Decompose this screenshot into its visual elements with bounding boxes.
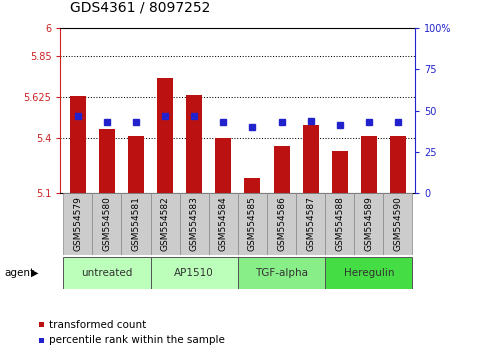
Text: untreated: untreated [81, 268, 133, 278]
Text: TGF-alpha: TGF-alpha [255, 268, 308, 278]
Bar [303, 125, 319, 193]
Bar [151, 257, 238, 289]
Text: GSM554582: GSM554582 [161, 196, 170, 251]
Bar [332, 151, 348, 193]
Bar [325, 193, 354, 255]
Bar [180, 193, 209, 255]
Bar [244, 178, 260, 193]
Bar [63, 193, 92, 255]
Text: GSM554584: GSM554584 [219, 196, 228, 251]
Text: GSM554586: GSM554586 [277, 196, 286, 251]
Bar [390, 136, 406, 193]
Text: GSM554588: GSM554588 [335, 196, 344, 251]
Text: GSM554581: GSM554581 [131, 196, 141, 251]
Text: ▶: ▶ [31, 268, 39, 278]
Bar [70, 96, 86, 193]
Bar [92, 193, 122, 255]
Bar [122, 193, 151, 255]
Bar [296, 193, 325, 255]
Bar [63, 257, 151, 289]
Text: GSM554587: GSM554587 [306, 196, 315, 251]
Text: GSM554583: GSM554583 [190, 196, 199, 251]
Text: GDS4361 / 8097252: GDS4361 / 8097252 [70, 0, 211, 14]
Text: Heregulin: Heregulin [343, 268, 394, 278]
Bar [157, 78, 173, 193]
Bar [128, 136, 144, 193]
Text: GSM554580: GSM554580 [102, 196, 112, 251]
Bar [215, 138, 231, 193]
Bar [209, 193, 238, 255]
Bar [354, 193, 384, 255]
Bar [186, 95, 202, 193]
Text: AP1510: AP1510 [174, 268, 214, 278]
Bar [99, 129, 115, 193]
Bar [238, 193, 267, 255]
Text: GSM554590: GSM554590 [394, 196, 402, 251]
Text: GSM554589: GSM554589 [364, 196, 373, 251]
Text: percentile rank within the sample: percentile rank within the sample [49, 336, 225, 346]
Bar [273, 146, 289, 193]
Bar [384, 193, 412, 255]
Bar [238, 257, 325, 289]
Bar [325, 257, 412, 289]
Text: agent: agent [5, 268, 35, 278]
Text: transformed count: transformed count [49, 320, 146, 330]
Text: GSM554579: GSM554579 [73, 196, 82, 251]
Bar [361, 136, 377, 193]
Bar [151, 193, 180, 255]
Bar [267, 193, 296, 255]
Text: GSM554585: GSM554585 [248, 196, 257, 251]
